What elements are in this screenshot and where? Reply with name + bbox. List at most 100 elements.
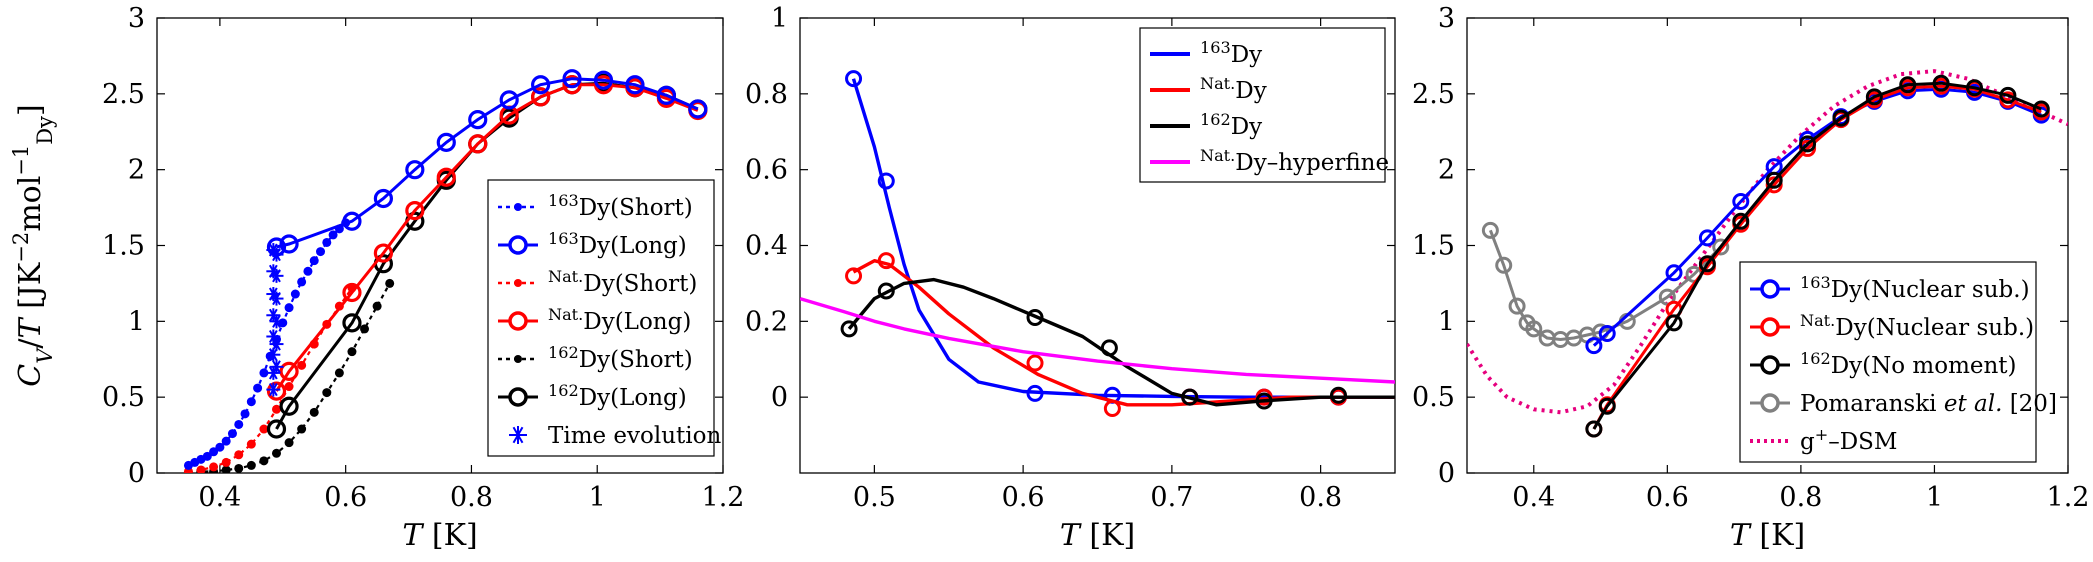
data-point bbox=[246, 439, 256, 449]
data-point bbox=[342, 282, 362, 303]
data-point bbox=[322, 388, 332, 398]
data-point bbox=[1598, 397, 1616, 415]
data-point bbox=[221, 465, 231, 473]
data-point bbox=[1799, 135, 1817, 153]
data-point bbox=[309, 407, 319, 417]
y-axis-label-part: −2 bbox=[9, 232, 33, 263]
x-axis-label: T [K] bbox=[1060, 518, 1135, 553]
legend-label-part: Pomaranski bbox=[1800, 391, 1944, 417]
data-point bbox=[1598, 324, 1616, 342]
y-tick-label: 0.4 bbox=[745, 231, 788, 262]
data-point bbox=[202, 451, 212, 461]
data-point bbox=[373, 188, 393, 209]
data-point bbox=[385, 278, 395, 288]
y-tick-label: 0.6 bbox=[745, 155, 788, 186]
data-point bbox=[1698, 255, 1716, 273]
series-curve bbox=[851, 78, 1395, 399]
x-axis-label-var: T bbox=[1730, 518, 1752, 553]
data-point bbox=[845, 267, 863, 285]
series-curve bbox=[800, 296, 1395, 384]
data-point bbox=[284, 438, 294, 448]
data-point bbox=[303, 266, 313, 276]
y-tick-label: 0 bbox=[771, 382, 788, 413]
data-point bbox=[562, 69, 582, 89]
series-dsm bbox=[1467, 69, 2068, 415]
y-tick-label: 2.5 bbox=[102, 79, 145, 110]
series-line bbox=[1488, 229, 1722, 342]
x-tick-label: 1.2 bbox=[702, 482, 745, 513]
series-curve bbox=[847, 277, 1395, 407]
x-tick-label: 0.4 bbox=[1512, 482, 1555, 513]
data-point bbox=[1255, 392, 1273, 410]
x-tick-label: 0.8 bbox=[1299, 482, 1342, 513]
y-tick-label: 0.5 bbox=[102, 382, 145, 413]
data-point bbox=[246, 460, 256, 470]
legend-label-part: et al. bbox=[1944, 391, 2003, 417]
y-axis-label-part: ] bbox=[13, 104, 48, 116]
y-tick-label: 1 bbox=[128, 306, 145, 337]
y-axis-label-part: / bbox=[13, 338, 48, 349]
x-axis-label-unit: [K] bbox=[422, 518, 477, 553]
legend-label-part: [20] bbox=[2002, 391, 2057, 417]
legend-label-part: –DSM bbox=[1828, 429, 1897, 455]
data-point bbox=[1665, 264, 1683, 282]
data-point bbox=[279, 396, 299, 416]
data-point bbox=[259, 368, 269, 378]
x-tick-label: 0.8 bbox=[1779, 482, 1822, 513]
data-point bbox=[1732, 193, 1750, 211]
plot-area bbox=[183, 69, 708, 473]
legend bbox=[1739, 261, 2037, 463]
legend-label: 163Dy(Nuclear sub.) bbox=[1800, 273, 2030, 304]
data-point bbox=[196, 465, 206, 473]
data-point bbox=[436, 132, 456, 152]
x-tick-label: 0.8 bbox=[450, 482, 493, 513]
data-point bbox=[468, 134, 488, 154]
legend-marker bbox=[509, 426, 527, 444]
x-tick-label: 0.6 bbox=[1646, 482, 1689, 513]
data-point bbox=[316, 247, 326, 257]
data-point bbox=[1765, 171, 1783, 189]
legend-label-part: 163 bbox=[1200, 38, 1231, 57]
y-tick-label: 1 bbox=[771, 3, 788, 34]
data-point bbox=[209, 462, 219, 472]
data-point bbox=[1899, 76, 1917, 94]
data-point bbox=[1665, 314, 1683, 332]
data-point bbox=[234, 450, 244, 460]
data-point bbox=[405, 201, 425, 221]
y-tick-label: 1 bbox=[1438, 306, 1455, 337]
data-point bbox=[688, 99, 708, 119]
data-point bbox=[593, 70, 614, 90]
data-point bbox=[531, 87, 551, 107]
data-point bbox=[877, 252, 895, 270]
legend-label-part: Dy(Short) bbox=[579, 347, 693, 373]
x-axis-label-var: T bbox=[402, 518, 424, 553]
time-evolution-point bbox=[266, 382, 281, 397]
data-point bbox=[405, 160, 425, 180]
data-point bbox=[562, 75, 582, 95]
y-tick-label: 0 bbox=[128, 458, 145, 489]
legend-label-part: Dy(Long) bbox=[579, 233, 687, 259]
time-evolution-point bbox=[269, 268, 284, 283]
data-point bbox=[1103, 400, 1121, 418]
data-point bbox=[234, 419, 244, 429]
legend-label-part: 162 bbox=[548, 381, 579, 400]
data-point bbox=[271, 404, 281, 414]
legend-label-part: Dy(Nuclear sub.) bbox=[1831, 277, 2030, 303]
y-tick-label: 0.8 bbox=[745, 79, 788, 110]
x-tick-label: 0.4 bbox=[198, 482, 241, 513]
data-point bbox=[271, 448, 281, 458]
data-point bbox=[1026, 384, 1044, 402]
data-point bbox=[297, 424, 307, 434]
legend-label-part: Dy(Short) bbox=[579, 195, 693, 221]
legend-label-part: Dy(Nuclear sub.) bbox=[1835, 315, 2034, 341]
legend-label: Nat.Dy(Short) bbox=[548, 267, 697, 298]
data-point bbox=[1495, 256, 1513, 274]
data-point bbox=[309, 256, 319, 266]
legend-label: 163Dy bbox=[1200, 38, 1262, 69]
legend-label: Time evolution bbox=[548, 423, 721, 449]
legend-label: g+–DSM bbox=[1800, 425, 1897, 456]
y-tick-label: 2 bbox=[128, 155, 145, 186]
data-point bbox=[266, 381, 287, 401]
y-tick-label: 2 bbox=[1438, 155, 1455, 186]
